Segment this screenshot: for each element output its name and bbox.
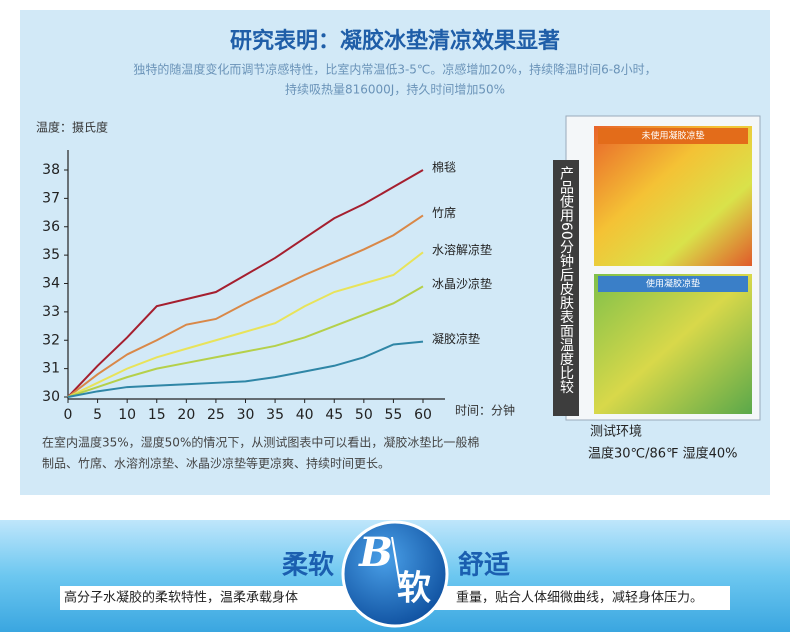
- y-tick-label: 32: [42, 332, 60, 348]
- image-label: 使用凝胶凉垫: [646, 278, 700, 290]
- y-tick-label: 33: [42, 304, 60, 320]
- x-tick-label: 30: [237, 407, 255, 423]
- thermal-image: [594, 274, 752, 414]
- x-tick-label: 10: [118, 407, 136, 423]
- thermal-image: [594, 126, 752, 266]
- logo-char: 软: [397, 569, 431, 609]
- series-line: [67, 340, 424, 398]
- y-axis-label: 温度：摄氏度: [36, 120, 108, 135]
- x-tick-label: 20: [177, 407, 195, 423]
- image-label-bg: [598, 128, 748, 144]
- banner-line: 高分子水凝胶的柔软特性，温柔承载身体: [64, 590, 298, 606]
- x-tick-label: 15: [148, 407, 166, 423]
- env-title: 测试环境: [590, 425, 642, 440]
- logo: [341, 520, 449, 628]
- y-tick-label: 34: [42, 276, 60, 292]
- image-label-bg: [598, 276, 748, 292]
- y-tick-label: 30: [42, 389, 60, 405]
- legend-label: 冰晶沙凉垫: [432, 276, 492, 291]
- x-tick-label: 50: [355, 407, 373, 423]
- image-label: 未使用凝胶凉垫: [641, 130, 704, 142]
- x-tick-label: 5: [93, 407, 102, 423]
- y-tick-label: 38: [42, 162, 60, 178]
- x-tick-label: 55: [385, 407, 403, 423]
- note: 在室内温度35%，湿度50%的情况下，从测试图表中可以看出，凝胶冰垫比一般棉: [42, 435, 479, 450]
- logo-slash: [391, 536, 401, 586]
- series-line: [67, 214, 424, 398]
- series-line: [67, 285, 424, 398]
- y-tick-label: 31: [42, 361, 60, 377]
- y-tick-label: 35: [42, 247, 60, 263]
- banner-word: 舒适: [458, 550, 510, 581]
- y-tick-label: 37: [42, 190, 60, 206]
- legend-label: 凝胶凉垫: [432, 331, 480, 346]
- x-tick-label: 40: [296, 407, 314, 423]
- banner-word: 柔软: [282, 551, 334, 581]
- x-tick-label: 60: [414, 407, 432, 423]
- x-tick-label: 35: [266, 407, 284, 423]
- vertical-caption: 产品使用60分钟后皮肤表面温度比较: [558, 166, 574, 394]
- legend-label: 竹席: [432, 205, 456, 220]
- note: 制品、竹席、水溶剂凉垫、冰晶沙凉垫等更凉爽、持续时间更长。: [42, 456, 390, 471]
- legend-label: 棉毯: [432, 161, 456, 175]
- x-tick-label: 25: [207, 407, 225, 423]
- series-line: [67, 251, 424, 398]
- x-axis-label: 时间：分钟: [455, 403, 515, 418]
- subtitle: 独特的随温度变化而调节凉感特性，比室内常温低3-5℃。凉感增加20%，持续降温时…: [133, 62, 656, 77]
- y-tick-label: 36: [42, 219, 60, 235]
- subtitle: 持续吸热量816000J，持久时间增加50%: [285, 82, 505, 97]
- title: 研究表明：凝胶冰垫清凉效果显著: [230, 28, 560, 54]
- x-tick-label: 45: [325, 407, 343, 423]
- banner-line: 重量，贴合人体细微曲线，减轻身体压力。: [456, 590, 703, 606]
- logo-letter: B: [358, 529, 393, 576]
- series-line: [67, 169, 424, 398]
- legend-label: 水溶解凉垫: [432, 242, 492, 257]
- env-detail: 温度30℃/86℉ 湿度40%: [588, 446, 737, 462]
- caption-strip: [553, 160, 579, 416]
- x-tick-label: 0: [64, 407, 73, 423]
